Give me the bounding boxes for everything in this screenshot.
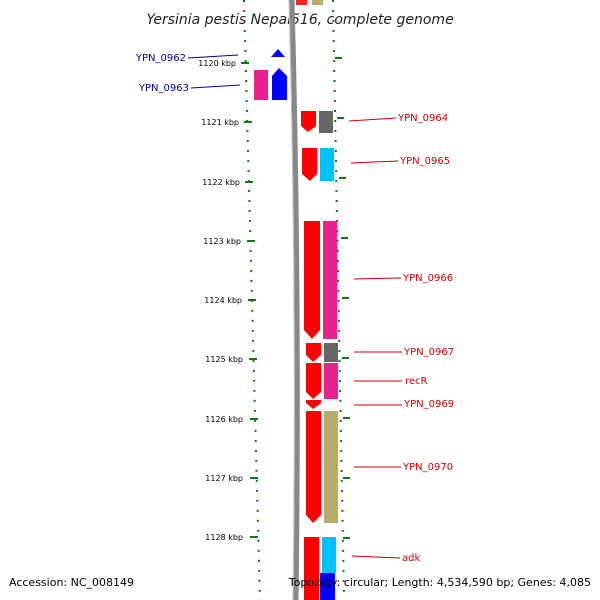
gene-YPN_0962-arrow[interactable] [271, 49, 285, 57]
gene-label-YPN_0965[interactable]: YPN_0965 [399, 156, 450, 167]
gene-track [254, 0, 338, 600]
gene-reverse-partial-bottom[interactable] [320, 573, 335, 600]
ruler-tick: 1123 kbp [203, 237, 255, 246]
gene-label-adk[interactable]: adk [402, 553, 420, 564]
gene-adk-arrow[interactable] [304, 537, 319, 600]
gene-YPN_0965-cog[interactable] [320, 148, 334, 181]
ruler-tick-label: 1125 kbp [205, 355, 243, 364]
backbone-arc [289, 0, 300, 600]
kbp-ruler: 1120 kbp 1121 kbp 1122 kbp 1123 kbp 1124… [198, 57, 350, 542]
gene-label-YPN_0962[interactable]: YPN_0962 [135, 53, 186, 64]
gene-YPN_0963-arrow[interactable] [272, 68, 287, 100]
ruler-tick: 1121 kbp [201, 118, 252, 127]
ruler-tick-label: 1126 kbp [205, 415, 243, 424]
label-leader-line [348, 117, 397, 122]
gene-label-YPN_0963[interactable]: YPN_0963 [138, 83, 189, 94]
gene-labels-right: YPN_0964 YPN_0965 YPN_0966 YPN_0967 recR… [348, 113, 454, 564]
right-dotted-rail [332, 0, 345, 600]
gene-recR-cog[interactable] [324, 363, 338, 399]
gene-cog-partial-top[interactable] [312, 0, 323, 5]
label-leader-line [351, 555, 401, 559]
gene-YPN_0969-arrow[interactable] [306, 400, 321, 409]
label-leader-line [353, 277, 402, 280]
ruler-tick: 1125 kbp [205, 355, 257, 364]
ruler-tick-label: 1124 kbp [204, 296, 242, 305]
gene-labels-left: YPN_0962 YPN_0963 [135, 53, 241, 94]
genome-title: Yersinia pestis Nepal516, complete genom… [146, 12, 453, 28]
gene-adk-cog[interactable] [322, 537, 336, 573]
gene-YPN_0970-arrow[interactable] [306, 411, 321, 523]
ruler-tick-label: 1123 kbp [203, 237, 241, 246]
ruler-tick: 1127 kbp [205, 474, 258, 483]
gene-YPN_0965-arrow[interactable] [302, 148, 317, 181]
topology-text: Topology: circular; Length: 4,534,590 bp… [288, 576, 591, 589]
ruler-tick: 1120 kbp [198, 59, 249, 68]
gene-label-recR[interactable]: recR [405, 376, 428, 387]
gene-YPN_0964-arrow[interactable] [301, 111, 316, 132]
gene-YPN_0967-arrow[interactable] [306, 343, 321, 362]
gene-label-YPN_0970[interactable]: YPN_0970 [402, 462, 453, 473]
gene-YPN_0967-cog[interactable] [324, 343, 338, 362]
genome-backbone [288, 0, 300, 600]
gene-label-YPN_0964[interactable]: YPN_0964 [397, 113, 448, 124]
ruler-tick-label: 1127 kbp [205, 474, 243, 483]
gene-label-YPN_0966[interactable]: YPN_0966 [402, 273, 453, 284]
label-leader-line [190, 84, 241, 89]
ruler-tick: 1128 kbp [205, 533, 258, 542]
ruler-tick: 1122 kbp [202, 178, 253, 187]
gene-YPN_0970-cog[interactable] [324, 411, 338, 523]
gene-YPN_0966-arrow[interactable] [304, 221, 320, 339]
gene-label-YPN_0967[interactable]: YPN_0967 [403, 347, 454, 358]
accession-text: Accession: NC_008149 [9, 576, 134, 589]
ruler-tick-label: 1128 kbp [205, 533, 243, 542]
gene-forward-partial-top[interactable] [296, 0, 307, 5]
gene-YPN_0963-cog[interactable] [254, 70, 268, 100]
gene-recR-arrow[interactable] [306, 363, 321, 399]
backbone-highlight [288, 0, 295, 600]
label-leader-line [187, 54, 239, 59]
gene-label-YPN_0969[interactable]: YPN_0969 [403, 399, 454, 410]
label-leader-line [350, 160, 399, 164]
ruler-tick-label: 1122 kbp [202, 178, 240, 187]
ruler-tick-label: 1120 kbp [198, 59, 236, 68]
gene-YPN_0966-cog[interactable] [323, 221, 337, 339]
ruler-tick-label: 1121 kbp [201, 118, 239, 127]
ruler-tick: 1126 kbp [205, 415, 258, 424]
ruler-tick: 1124 kbp [204, 296, 256, 305]
gene-YPN_0964-cog[interactable] [319, 111, 333, 133]
